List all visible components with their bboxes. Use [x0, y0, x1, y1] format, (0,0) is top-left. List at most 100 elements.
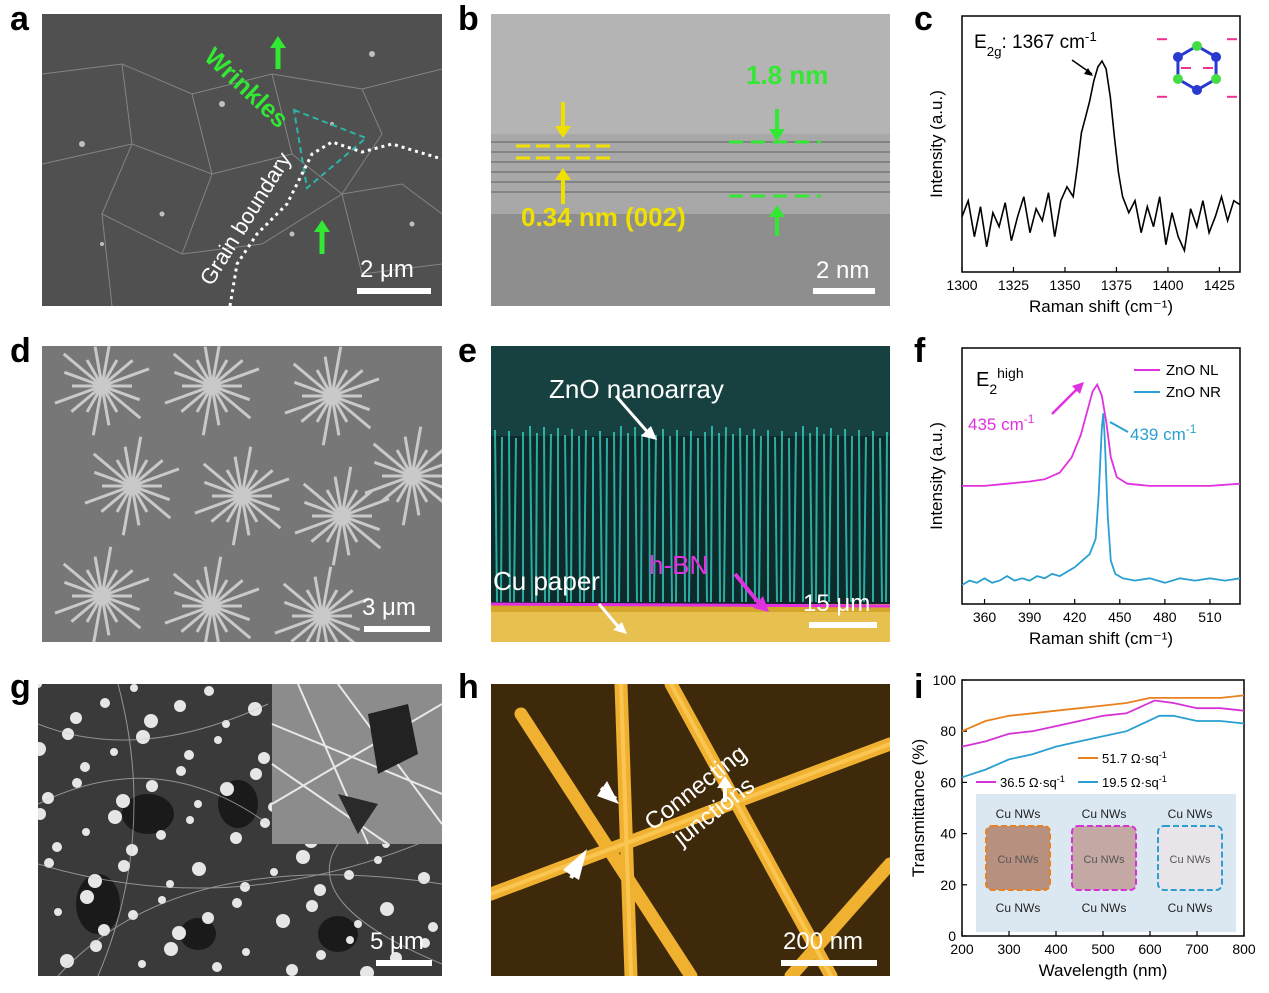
nanoflower	[116, 794, 130, 808]
nanorod	[683, 436, 686, 603]
nanoleaf	[130, 459, 149, 487]
transmittance-chart: 200 300 400 500 600 700 800 0 20 40 60 80 100 Wavelen…	[909, 672, 1256, 980]
legend-label: 19.5 Ω·sq-1	[1102, 774, 1167, 790]
nanoleaf	[211, 367, 260, 388]
nanoflower	[186, 816, 194, 824]
nanoleaf	[210, 605, 220, 642]
nanorod	[508, 430, 511, 603]
nanoleaf	[331, 515, 344, 566]
panel-label-b: b	[458, 0, 479, 38]
nanoleaf	[131, 484, 172, 520]
nanoflower	[80, 762, 90, 772]
nanoleaf	[203, 480, 243, 498]
nanoleaf	[92, 595, 104, 642]
nanoleaf	[372, 442, 413, 478]
atom	[1172, 52, 1183, 62]
nanoflower	[88, 874, 102, 888]
tem-image-hbn-layers: 0.34 nm (002) 1.8 nm 2 nm	[491, 14, 890, 306]
tile-label-bottom: Cu NWs	[996, 901, 1041, 915]
nanoflower	[130, 684, 138, 692]
nanoleaf	[341, 497, 390, 518]
x-axis-label: Raman shift (cm⁻¹)	[1029, 297, 1173, 316]
scale-bar-label: 3 μm	[362, 594, 416, 621]
nanoflower	[164, 942, 178, 956]
x-tick-label: 500	[1091, 941, 1115, 957]
nanorod	[648, 427, 651, 603]
nanoleaf	[210, 385, 229, 413]
nanorod	[809, 432, 813, 603]
nanoleaf	[84, 484, 133, 505]
peak-label: 439 cm-1	[1130, 422, 1197, 444]
nanoleaf	[93, 346, 104, 387]
nanoleaf	[373, 460, 413, 478]
nanoflower	[420, 938, 430, 948]
nanoleaf	[101, 367, 150, 388]
x-tick-label: 1375	[1101, 277, 1132, 293]
nanoflower	[314, 884, 326, 896]
nanoleaf	[411, 449, 442, 478]
nanoleaf	[115, 485, 134, 513]
nanoflower	[286, 964, 298, 976]
nanoleaf	[100, 359, 119, 387]
nanoflower	[38, 742, 46, 756]
nanoleaf	[401, 475, 414, 526]
nanoflower	[428, 922, 438, 932]
nanoleaf	[380, 474, 413, 503]
nanorod	[828, 427, 832, 603]
nanoleaf	[210, 556, 223, 607]
nanoflower	[184, 750, 194, 760]
series-line	[962, 382, 1241, 487]
nanoleaf	[321, 395, 334, 446]
nanorod	[723, 426, 727, 603]
nanorod	[885, 431, 888, 603]
nanoleaf	[101, 569, 134, 598]
atom	[1192, 41, 1202, 51]
nanoflower	[98, 924, 110, 936]
peak-arrowhead	[1072, 382, 1084, 394]
nanoleaf	[325, 489, 344, 517]
nanoleaf	[130, 436, 143, 487]
nanoleaf	[63, 370, 103, 388]
nanoflower	[82, 828, 90, 836]
nanorod	[640, 433, 643, 603]
nanoleaf	[410, 426, 423, 477]
nanoleaf	[300, 394, 333, 423]
nanoleaf	[180, 384, 213, 413]
nanoleaf	[240, 446, 253, 497]
nanoleaf	[101, 594, 141, 612]
x-tick-label: 1350	[1049, 277, 1080, 293]
nanoflower	[212, 962, 222, 972]
nanoflower	[42, 792, 54, 804]
nanoleaf	[325, 515, 344, 543]
tile-label-top: Cu NWs	[1168, 807, 1213, 821]
tile-label-bottom: Cu NWs	[1082, 901, 1127, 915]
series-line	[961, 413, 1241, 586]
x-tick-label: 1425	[1204, 277, 1235, 293]
nanoleaf	[341, 514, 382, 550]
nanorod	[863, 436, 867, 603]
nanoleaf	[172, 572, 213, 608]
nanoleaf	[321, 589, 354, 618]
nanoflower	[72, 778, 82, 788]
nanoflower	[192, 862, 206, 876]
tile-label-inner: Cu NWs	[998, 854, 1039, 866]
nanoflower	[250, 768, 262, 780]
x-tick-label: 800	[1232, 941, 1256, 957]
nanorod	[529, 425, 533, 603]
zno-nanoarray-label: ZnO nanoarray	[549, 374, 724, 404]
nanoleaf	[100, 595, 111, 636]
nanoleaf	[211, 604, 251, 622]
nanoflower	[146, 780, 158, 792]
nanoleaf	[411, 463, 442, 478]
nanoflower	[270, 868, 278, 876]
series-line	[961, 694, 1245, 733]
nanorod	[850, 435, 853, 603]
nanoleaf	[210, 359, 229, 387]
nanoflower	[316, 950, 326, 960]
nanorod	[688, 430, 692, 603]
tile-label-inner: Cu NWs	[1084, 854, 1125, 866]
atom	[1211, 74, 1222, 84]
nanoflower	[204, 686, 214, 696]
nanoflower	[38, 684, 42, 688]
nanoflower	[144, 714, 158, 728]
